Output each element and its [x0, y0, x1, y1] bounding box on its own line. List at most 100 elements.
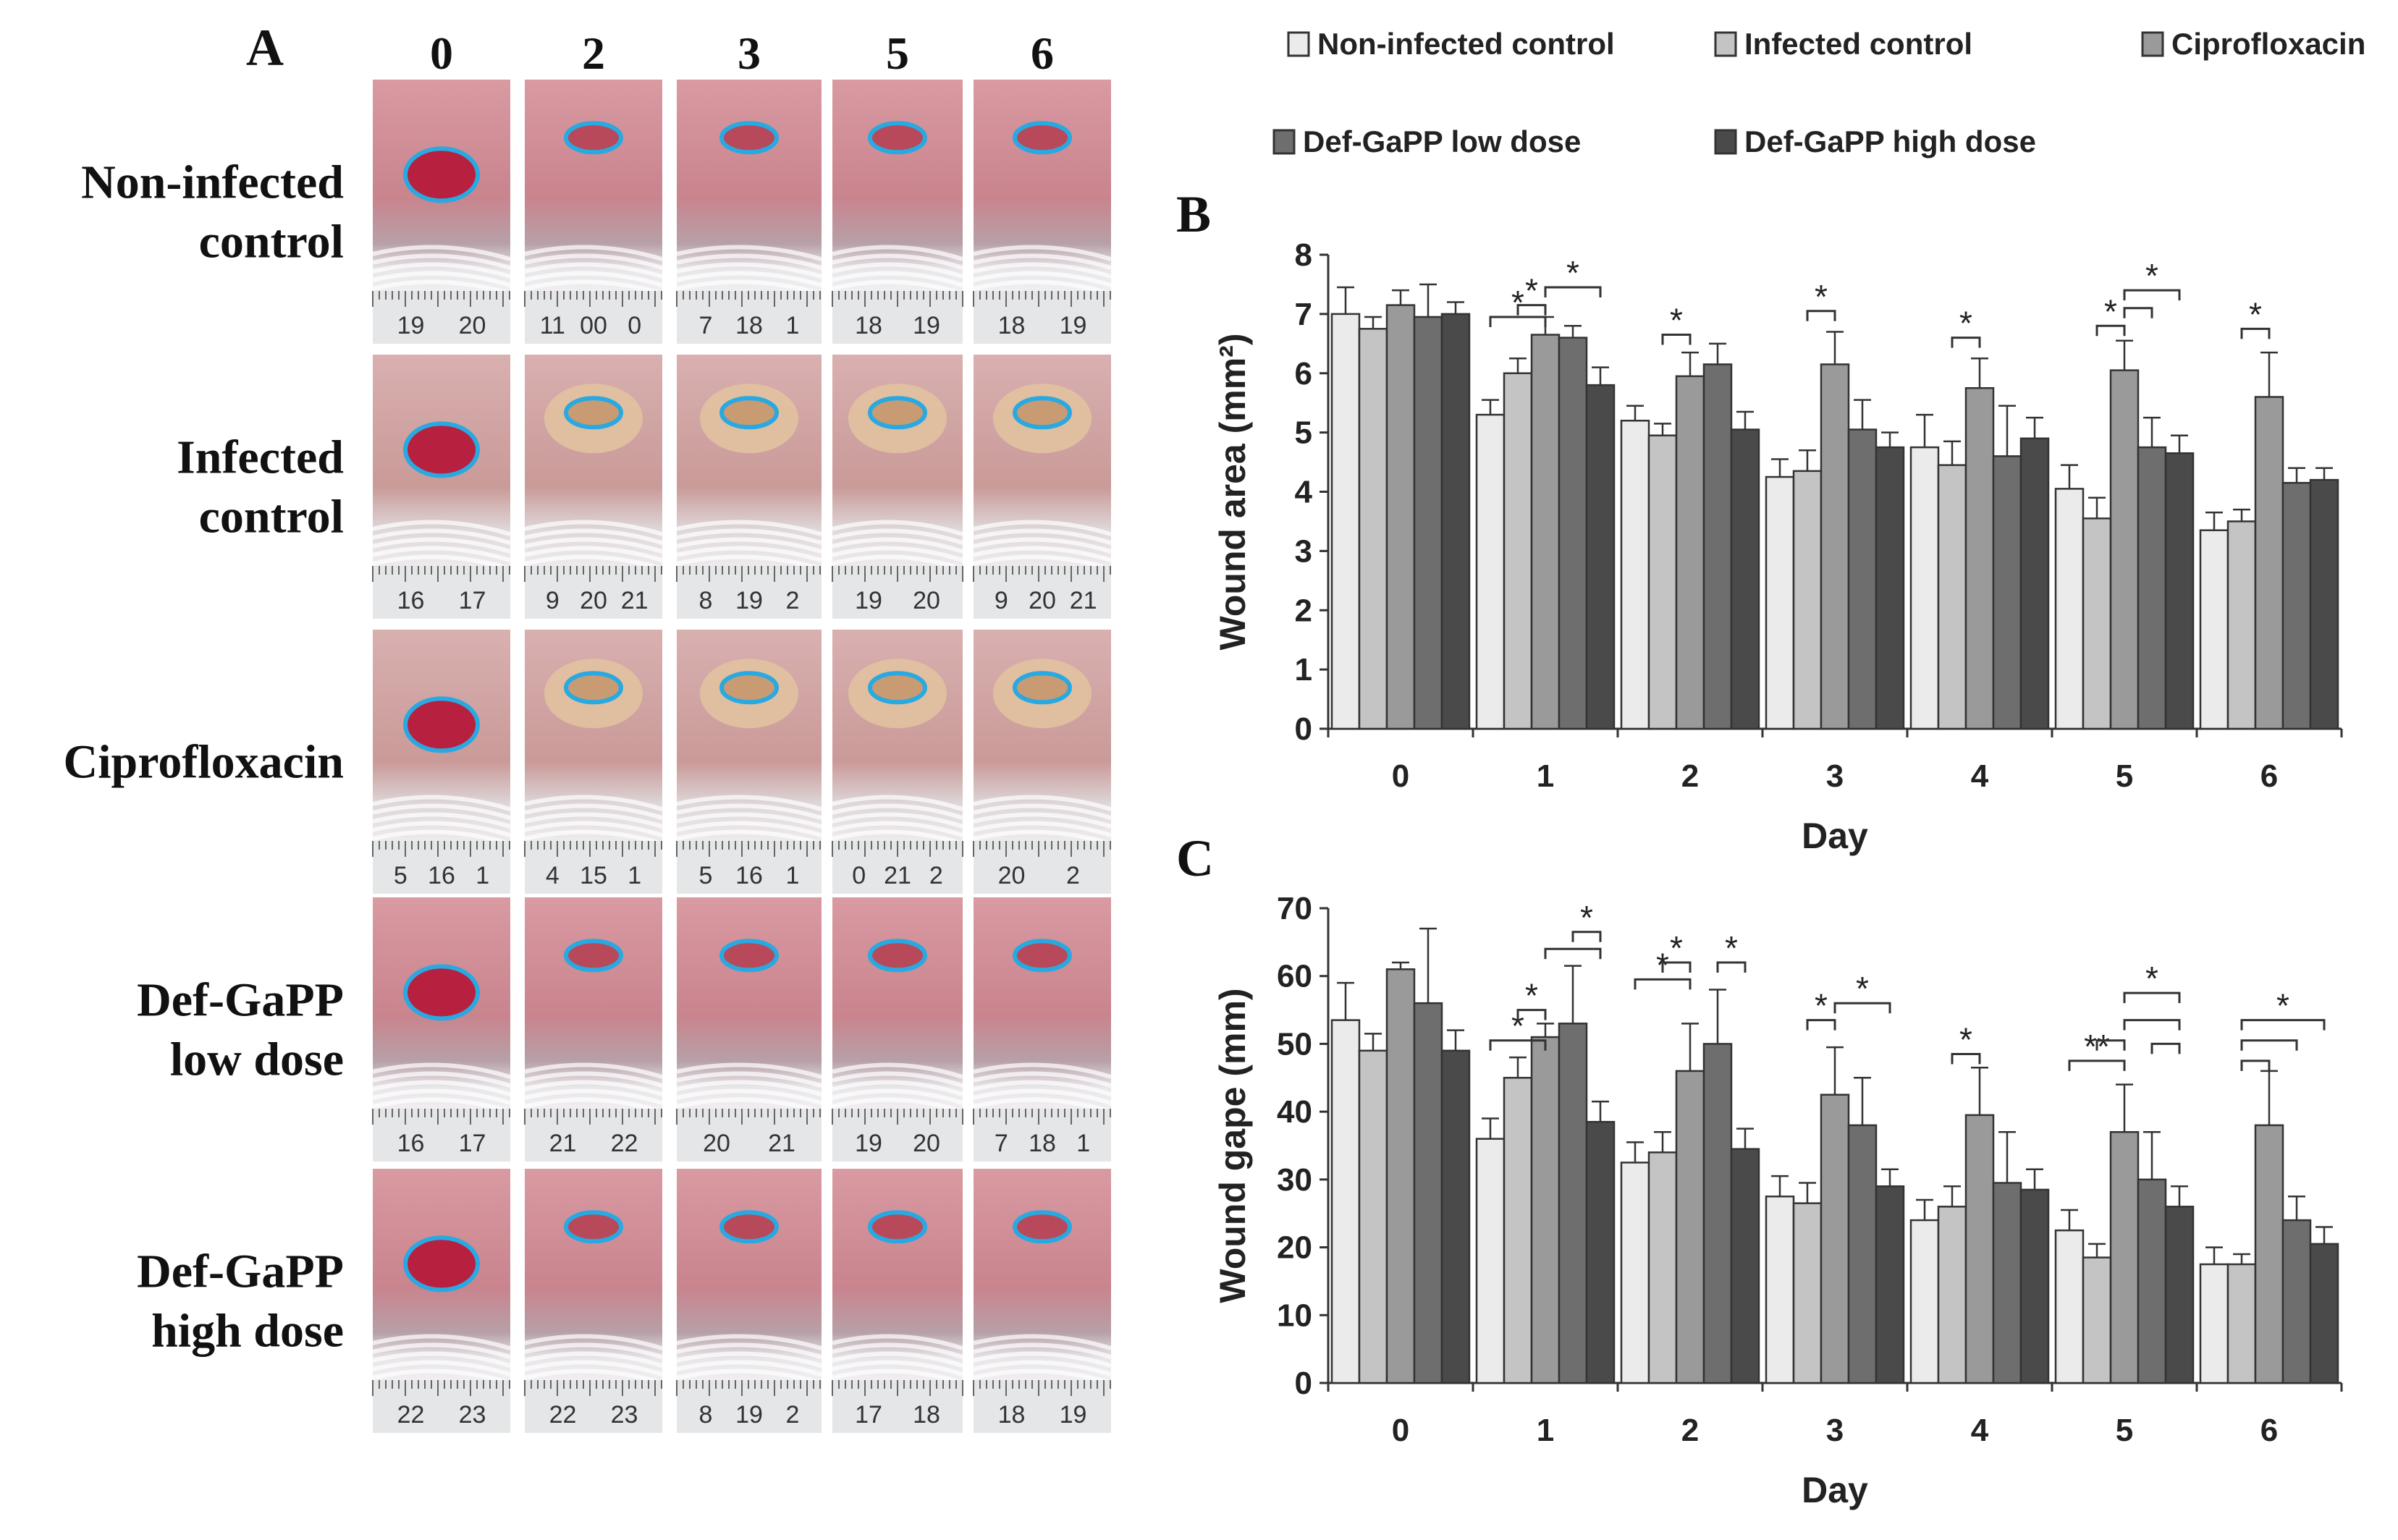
- bar-def-gapp-low-dose-day-2: [1702, 1043, 1733, 1384]
- bar-infected-control-day-6: [2226, 520, 2257, 730]
- wound-outline: [719, 121, 779, 155]
- bar-ciprofloxacin-day-2: [1675, 1070, 1705, 1384]
- wound-outline: [1013, 1210, 1072, 1244]
- ruler-strip: [974, 291, 1111, 344]
- x-tick-label: 1: [1537, 758, 1554, 794]
- significance-bracket: [1544, 947, 1602, 960]
- fur-stroke: [832, 554, 963, 572]
- ruler-number: 20: [913, 587, 940, 614]
- fur-stroke: [372, 1097, 511, 1114]
- fur-stroke: [524, 1360, 663, 1377]
- fur-stroke: [832, 1088, 963, 1106]
- ruler-number: 20: [913, 1130, 940, 1157]
- fur-stroke: [676, 1080, 822, 1097]
- fur-stroke: [372, 1368, 511, 1386]
- bar-infected-control-day-2: [1647, 1151, 1678, 1384]
- fur-stroke: [973, 803, 1112, 821]
- bar-def-gapp-high-dose-day-0: [1440, 1049, 1471, 1384]
- fur-stroke: [832, 829, 963, 847]
- fur-stroke: [676, 1062, 822, 1080]
- fur-stroke: [676, 821, 822, 838]
- fur-stroke: [676, 1351, 822, 1368]
- ruler-number: 2: [786, 587, 800, 614]
- fur-stroke: [973, 1071, 1112, 1088]
- bar-infected-control-day-4: [1937, 464, 1967, 730]
- legend-swatch-1: [1714, 31, 1737, 57]
- significance-star: *: [2104, 292, 2117, 330]
- significance-bracket: [1806, 1019, 1836, 1031]
- y-tick-label: 70: [1277, 891, 1312, 926]
- ruler-number: 9: [546, 587, 560, 614]
- wound-photo-r1-c2: 8 19 2: [676, 355, 822, 619]
- ruler-number: 2: [1066, 862, 1080, 889]
- bar-non-infected-control-day-1: [1475, 1138, 1506, 1384]
- wound-outline: [403, 146, 480, 203]
- significance-star: *: [1959, 305, 1972, 342]
- significance-bracket: [1833, 1002, 1891, 1014]
- significance-star: **: [2084, 1028, 2110, 1065]
- ruler-number: 0: [852, 862, 866, 889]
- x-tick-label: 1: [1537, 1413, 1554, 1448]
- wound-outline: [868, 671, 927, 705]
- ruler-strip: [373, 566, 510, 619]
- bar-def-gapp-low-dose-day-6: [2281, 1219, 2312, 1384]
- bar-def-gapp-high-dose-day-2: [1730, 1148, 1760, 1384]
- bar-ciprofloxacin-day-6: [2254, 1124, 2284, 1384]
- bar-def-gapp-high-dose-day-5: [2164, 1206, 2195, 1384]
- ruler-number: 21: [621, 587, 649, 614]
- ruler-number: 4: [546, 862, 560, 889]
- wound-photo-r0-c1: 11 00 0: [524, 80, 663, 344]
- ruler-number: 20: [580, 587, 607, 614]
- ruler-number: 11: [540, 312, 565, 339]
- significance-star: *: [1670, 929, 1683, 967]
- wound-photo-r3-c2: 20 21: [676, 897, 822, 1162]
- bar-non-infected-control-day-5: [2054, 1229, 2085, 1384]
- fur-stroke: [832, 1062, 963, 1080]
- x-tick-label: 2: [1681, 1413, 1699, 1448]
- ruler-number: 8: [699, 587, 713, 614]
- wound-outline: [719, 671, 779, 705]
- y-tick-label: 0: [1295, 711, 1312, 747]
- significance-star: *: [2276, 987, 2289, 1025]
- day-header-3: 3: [738, 28, 761, 79]
- significance-star: *: [1525, 977, 1538, 1015]
- fur-stroke: [676, 812, 822, 829]
- ruler-number: 19: [855, 587, 882, 614]
- ruler-number: 9: [995, 587, 1008, 614]
- bar-infected-control-day-0: [1358, 1049, 1388, 1384]
- fur-stroke: [832, 279, 963, 297]
- day-header-0: 0: [430, 28, 453, 79]
- ruler-strip: [525, 1109, 662, 1162]
- wound-outline: [868, 1210, 927, 1244]
- fur-stroke: [372, 1334, 511, 1351]
- ruler-number: 18: [998, 1401, 1026, 1429]
- wound-photo-r0-c3: 18 19: [832, 80, 963, 344]
- wound-photo-r2-c2: 5 16 1: [676, 630, 822, 894]
- fur-stroke: [524, 245, 663, 262]
- significance-bracket: [1516, 1009, 1547, 1020]
- bar-def-gapp-low-dose-day-0: [1413, 316, 1443, 730]
- wound-photo-r3-c0: 16 17: [372, 897, 511, 1162]
- fur-stroke: [524, 1368, 663, 1386]
- wound-outline: [1013, 671, 1072, 705]
- fur-stroke: [524, 803, 663, 821]
- significance-bracket: [1489, 1039, 1547, 1051]
- bar-non-infected-control-day-6: [2199, 529, 2229, 730]
- wound-outline: [868, 939, 927, 973]
- y-tick-label: 20: [1277, 1230, 1312, 1266]
- ruler-strip: [525, 566, 662, 619]
- fur-stroke: [676, 1368, 822, 1386]
- ruler-number: 22: [549, 1401, 577, 1429]
- row-labels: Non-infected control Infected control Ciprof…: [64, 156, 344, 1358]
- ruler-number: 0: [628, 312, 641, 339]
- row-label-0-1: control: [199, 216, 344, 268]
- day-header-6: 6: [1031, 28, 1054, 79]
- fur-stroke: [973, 1334, 1112, 1351]
- significance-star: *: [1815, 278, 1828, 316]
- fur-stroke: [524, 1080, 663, 1097]
- fur-stroke: [973, 528, 1112, 546]
- wound-photo-r2-c4: 20 2: [973, 630, 1112, 894]
- bar-infected-control-day-6: [2226, 1263, 2257, 1384]
- significance-star: *: [1525, 272, 1538, 310]
